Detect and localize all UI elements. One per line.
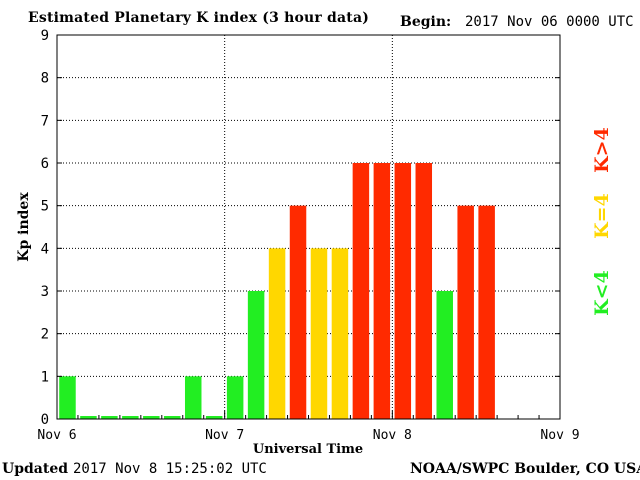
kp-bar: [80, 416, 97, 419]
kp-bar: [122, 416, 139, 419]
kp-bar: [310, 248, 328, 419]
x-tick-label: Nov 8: [373, 428, 412, 443]
x-tick-label: Nov 7: [205, 428, 244, 443]
x-tick-label: Nov 6: [37, 428, 76, 443]
y-tick-label: 7: [41, 113, 49, 129]
kp-bar: [59, 376, 76, 419]
kp-bar: [394, 163, 412, 419]
y-axis-ticks: 0 1 2 3 4 5 6 7 8 9: [41, 28, 560, 428]
kp-bar: [331, 248, 349, 419]
kp-bar: [352, 163, 370, 419]
y-tick-label: 6: [41, 156, 49, 172]
legend-item: K=4: [591, 193, 613, 239]
kp-bar: [373, 163, 391, 419]
x-axis-label: Universal Time: [253, 442, 363, 457]
x-axis-ticks: Nov 6 Nov 7 Nov 8 Nov 9: [37, 411, 580, 443]
y-tick-label: 3: [41, 284, 49, 300]
kp-bar: [226, 376, 244, 419]
updated-label: Updated: [2, 461, 69, 477]
y-tick-label: 2: [41, 327, 49, 343]
chart-title: Estimated Planetary K index (3 hour data…: [28, 10, 370, 26]
y-tick-label: 0: [41, 412, 49, 428]
begin-label: Begin:: [400, 14, 452, 30]
legend-item: K<4: [591, 270, 613, 316]
y-tick-label: 8: [41, 71, 49, 87]
kp-bar: [289, 205, 307, 419]
chart-grid: [57, 35, 560, 419]
kp-bar: [143, 416, 160, 419]
chart-legend: K<4 K=4 K>4: [591, 127, 613, 316]
kp-bar: [205, 416, 223, 419]
kp-bar: [164, 416, 181, 419]
kp-bar: [457, 205, 474, 419]
y-tick-label: 4: [41, 241, 49, 257]
kp-bar: [415, 163, 433, 419]
x-tick-label: Nov 9: [540, 428, 579, 443]
begin-value: 2017 Nov 06 0000 UTC: [465, 14, 634, 30]
credit-text: NOAA/SWPC Boulder, CO USA: [410, 461, 640, 477]
y-tick-label: 9: [41, 28, 49, 44]
kp-bar: [184, 376, 202, 419]
kp-bar: [268, 248, 286, 419]
y-axis-label: Kp index: [16, 192, 32, 262]
kp-bar: [436, 291, 453, 419]
kp-bar: [478, 205, 495, 419]
kp-bar: [101, 416, 118, 419]
kp-bar: [247, 291, 265, 419]
updated-value: 2017 Nov 8 15:25:02 UTC: [73, 461, 267, 477]
legend-item: K>4: [591, 127, 613, 173]
chart-bars: [59, 163, 495, 419]
y-tick-label: 1: [41, 369, 49, 385]
y-tick-label: 5: [41, 199, 49, 215]
